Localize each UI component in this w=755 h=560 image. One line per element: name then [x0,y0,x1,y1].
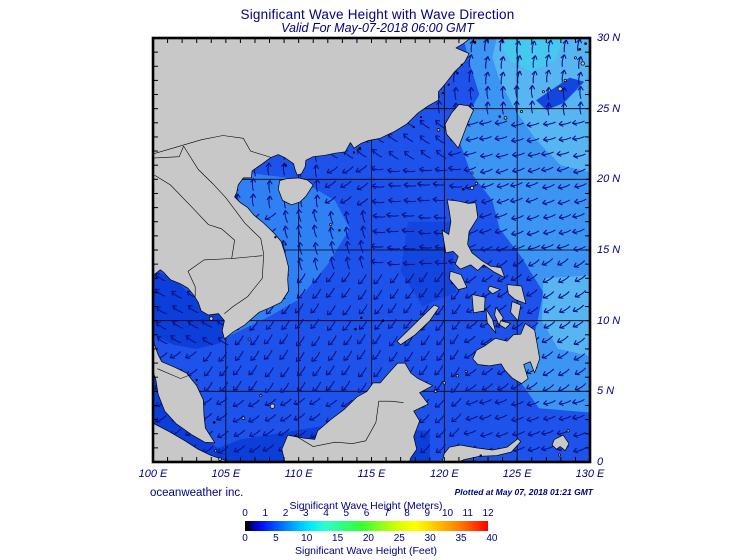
map-frame [151,36,592,464]
credit-text: oceanweather inc. [150,487,244,499]
small-islands [195,38,587,461]
meters-tick-0: 0 [242,508,248,519]
feet-tick-30: 30 [424,533,436,544]
landmasses [153,38,570,462]
chart-subtitle: Valid For May-07-2018 06:00 GMT [281,21,474,35]
meters-tick-12: 12 [482,508,494,519]
lon-label-100e: 100 E [138,468,168,480]
legend-title-meters: Significant Wave Height (Meters) [289,500,443,512]
meters-tick-7: 7 [383,508,390,519]
meters-tick-6: 6 [363,508,370,519]
meters-tick-3: 3 [302,508,309,519]
map-layers [153,38,590,462]
wave-height-patch [153,271,229,349]
meters-tick-11: 11 [462,508,473,519]
chart-title: Significant Wave Height with Wave Direct… [240,7,515,22]
feet-tick-40: 40 [486,533,498,544]
lat-label-25n: 25 N [597,102,621,115]
lon-label-115e: 115 E [357,468,386,480]
wave-height-patch [536,77,585,111]
lat-label-15n: 15 N [597,244,621,256]
lon-label-120e: 120 E [429,468,459,480]
feet-tick-25: 25 [393,533,405,544]
meters-tick-8: 8 [404,508,410,519]
feet-tick-20: 20 [362,533,374,544]
meters-tick-10: 10 [441,508,454,519]
wave-map [151,36,592,464]
feet-tick-0: 0 [242,533,248,544]
meters-tick-9: 9 [424,508,431,519]
lon-label-130e: 130 E [575,468,605,480]
meters-tick-1: 1 [262,508,269,519]
lat-label-10n: 10 N [597,314,621,327]
colorbar [245,521,488,531]
meters-tick-5: 5 [343,508,350,519]
country-borders [153,135,404,447]
feet-tick-10: 10 [301,533,313,544]
plotted-timestamp: Plotted at May 07, 2018 01:21 GMT [454,487,593,497]
lat-label-5n: 5 N [597,385,615,398]
lat-label-30n: 30 N [597,32,621,44]
lon-label-105e: 105 E [211,468,241,480]
lon-label-125e: 125 E [502,468,532,480]
legend-title-feet: Significant Wave Height (Feet) [294,545,438,557]
feet-tick-5: 5 [273,533,279,544]
feet-tick-35: 35 [455,533,467,544]
lat-label-20n: 20 N [597,173,621,186]
feet-tick-15: 15 [332,533,344,544]
meters-tick-4: 4 [323,508,329,519]
lon-label-110e: 110 E [284,468,313,480]
lat-label-0: 0 [597,456,604,468]
meters-tick-2: 2 [282,508,289,519]
